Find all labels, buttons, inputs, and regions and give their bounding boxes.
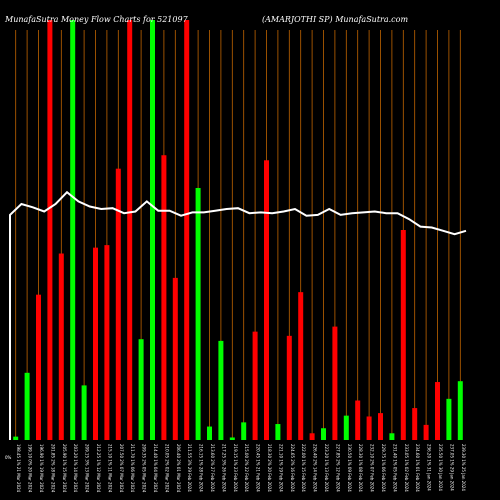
x-tick-label: 196.90 1% 19 Mar 2024	[39, 444, 44, 493]
x-tick-label: 213.60 2% 27 Feb 2024	[210, 444, 215, 492]
money-flow-bar	[81, 385, 87, 440]
money-flow-bar	[184, 20, 190, 440]
x-tick-label: 221.10 1% 19 Feb 2024	[278, 444, 283, 492]
money-flow-bar	[321, 428, 326, 440]
x-tick-label: 215.10 1% 11 Mar 2024	[107, 444, 112, 493]
money-flow-bar	[286, 335, 292, 440]
money-flow-bar	[115, 168, 121, 440]
money-flow-bar	[150, 20, 155, 440]
x-tick-label: 236.20 1% 31 Jan 2024	[427, 444, 432, 491]
money-flow-bar	[435, 382, 440, 440]
x-tick-label: 218.30 2% 20 Feb 2024	[267, 444, 272, 492]
x-tick-label: 206.40 2% 01 Mar 2024	[176, 444, 181, 493]
money-flow-bar	[309, 433, 315, 440]
x-tick-label: 211.70 1% 06 Mar 2024	[130, 444, 135, 493]
x-tick-label: 224.65 2% 16 Feb 2024	[290, 444, 295, 492]
money-flow-bar	[252, 331, 258, 440]
money-flow-bar	[229, 437, 235, 440]
money-flow-bars	[13, 20, 463, 441]
money-flow-bar	[47, 20, 53, 440]
x-tick-label: 199.10 0% 20 Mar 2024	[28, 444, 33, 493]
money-flow-bar	[264, 160, 269, 440]
x-tick-label: 212.25 1% 12 Mar 2024	[96, 444, 101, 493]
x-tick-label: 231.40 1% 05 Feb 2024	[392, 444, 397, 492]
money-flow-bar	[378, 413, 383, 440]
x-tick-label: 211.55 3% 29 Feb 2024	[187, 444, 192, 492]
x-tick-label: 215.00 2% 22 Feb 2024	[244, 444, 249, 492]
money-flow-bar	[275, 424, 281, 440]
money-flow-bar	[366, 416, 372, 440]
money-flow-bar	[423, 424, 429, 440]
money-flow-bar	[58, 253, 64, 440]
x-tick-label: 237.05 1% 29 Jan 2024	[449, 444, 454, 491]
money-flow-bar	[412, 408, 418, 440]
money-flow-bar	[400, 230, 406, 440]
money-flow-bar	[207, 426, 212, 440]
x-tick-label: 222.00 1% 15 Feb 2024	[301, 444, 306, 492]
price-line-layer	[9, 190, 467, 440]
x-tick-label: 229.75 1% 06 Feb 2024	[381, 444, 386, 492]
money-flow-bar	[127, 20, 133, 440]
money-flow-bar	[13, 436, 19, 440]
money-flow-bar	[446, 398, 452, 440]
x-tick-label: 232.10 2% 07 Feb 2024	[370, 444, 375, 492]
x-tick-label: 209.15 3% 13 Mar 2024	[85, 444, 90, 493]
money-flow-bar	[161, 155, 167, 441]
x-tick-label: 228.30 1% 08 Feb 2024	[358, 444, 363, 492]
money-flow-bar	[343, 415, 349, 440]
x-tick-labels: 198.45 1% 21 Mar 2024 199.10 0% 20 Mar 20…	[16, 444, 466, 493]
y-axis-zero-label: 0%	[5, 455, 12, 460]
x-tick-label: 220.45 1% 21 Feb 2024	[256, 444, 261, 492]
x-tick-label: 201.85 2% 18 Mar 2024	[50, 444, 55, 493]
money-flow-bar	[241, 422, 247, 440]
money-flow-bar	[298, 292, 304, 440]
money-flow-bar	[93, 247, 98, 440]
money-flow-bar	[36, 294, 41, 440]
x-tick-label: 203.20 1% 14 Mar 2024	[73, 444, 78, 493]
x-tick-label: 216.15 1% 28 Feb 2024	[199, 444, 204, 492]
x-tick-label: 205.90 1% 15 Mar 2024	[62, 444, 67, 493]
x-tick-label: 226.40 2% 14 Feb 2024	[313, 444, 318, 492]
money-flow-bar	[457, 381, 463, 440]
x-tick-label: 230.50 1% 09 Feb 2024	[347, 444, 352, 492]
x-tick-label: 239.30 1% 25 Jan 2024	[461, 444, 466, 491]
money-flow-bar	[195, 188, 201, 440]
x-tick-label: 214.40 1% 04 Mar 2024	[153, 444, 158, 493]
money-flow-bar	[389, 433, 395, 440]
x-tick-label: 223.20 1% 13 Feb 2024	[324, 444, 329, 492]
money-flow-bar	[24, 372, 30, 440]
x-tick-label: 207.50 2% 07 Mar 2024	[119, 444, 124, 493]
x-tick-label: 209.35 2% 05 Mar 2024	[142, 444, 147, 493]
money-flow-bar	[172, 277, 178, 440]
money-flow-bar	[218, 340, 224, 440]
x-tick-label: 217.25 3% 26 Feb 2024	[221, 444, 226, 492]
chart-title-right: (AMARJOTHI SP) MunafaSutra.com	[262, 15, 408, 24]
x-tick-label: 210.05 2% 02 Mar 2024	[164, 444, 169, 493]
price-line	[9, 190, 467, 440]
x-tick-label: 233.05 1% 02 Feb 2024	[404, 444, 409, 492]
x-tick-label: 227.85 2% 12 Feb 2024	[335, 444, 340, 492]
x-tick-label: 235.50 1% 30 Jan 2024	[438, 444, 443, 491]
chart-title-left: MunafaSutra Money Flow Charts for 521097	[4, 15, 189, 24]
money-flow-bar	[70, 20, 76, 440]
x-tick-label: 219.15 1% 23 Feb 2024	[233, 444, 238, 492]
money-flow-bar	[332, 326, 338, 440]
x-tick-label: 234.60 1% 01 Feb 2024	[415, 444, 420, 492]
money-flow-bar	[355, 400, 361, 440]
money-flow-bar	[104, 245, 110, 440]
money-flow-bar	[138, 339, 144, 440]
x-tick-label: 198.45 1% 21 Mar 2024	[16, 444, 21, 493]
